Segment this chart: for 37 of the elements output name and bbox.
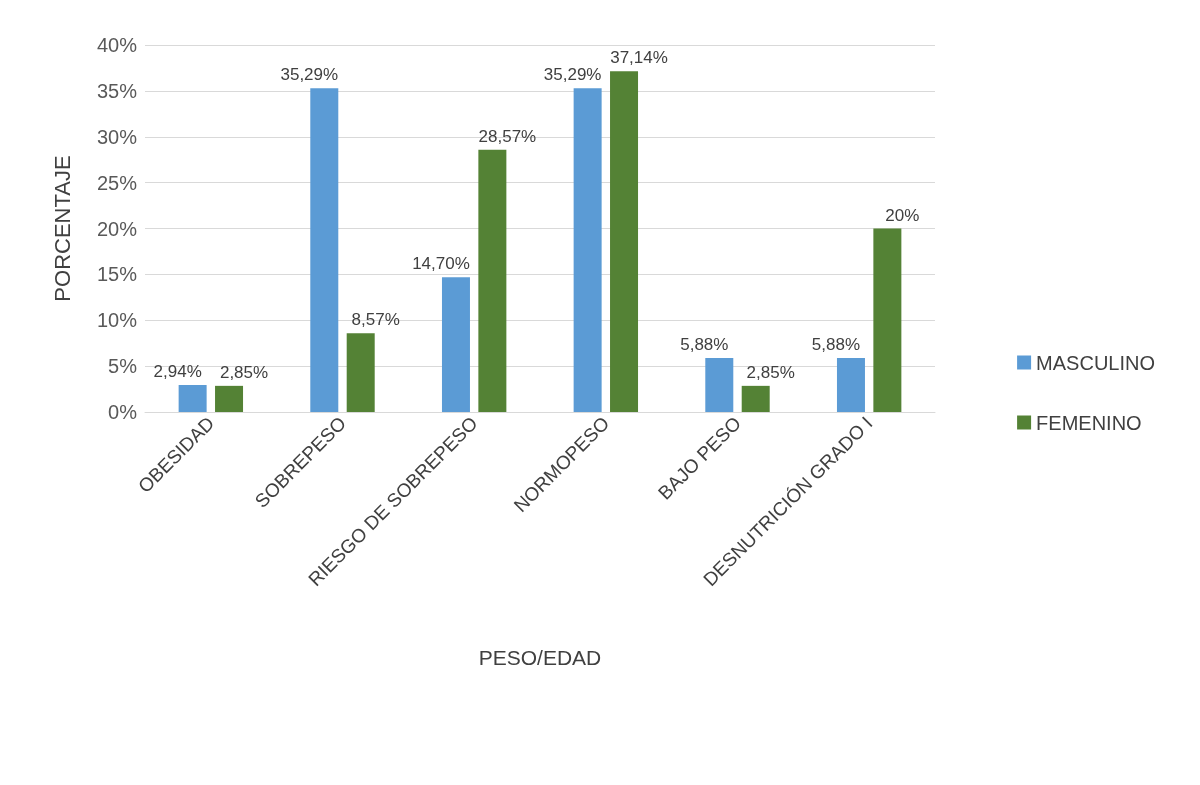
y-tick-label: 30% bbox=[96, 125, 138, 148]
y-tick-label: 5% bbox=[108, 355, 138, 378]
data-label: 5,88% bbox=[680, 335, 729, 355]
bar bbox=[573, 88, 602, 412]
bar bbox=[441, 277, 470, 412]
data-label: 37,14% bbox=[610, 48, 668, 68]
y-tick-label: 35% bbox=[96, 79, 138, 102]
bar bbox=[873, 228, 902, 412]
legend-label: FEMENINO bbox=[1036, 411, 1142, 434]
bar bbox=[836, 358, 865, 412]
y-tick-label: 25% bbox=[96, 171, 138, 194]
data-label: 14,70% bbox=[412, 254, 470, 274]
data-label: 35,29% bbox=[543, 65, 602, 85]
y-tick-label: 0% bbox=[108, 401, 138, 423]
bar bbox=[310, 88, 339, 412]
data-label: 2,85% bbox=[746, 362, 795, 382]
data-label: 8,57% bbox=[351, 310, 400, 330]
bar bbox=[215, 385, 244, 412]
data-label: 2,94% bbox=[153, 362, 202, 382]
bar bbox=[610, 71, 639, 412]
bar bbox=[478, 149, 507, 412]
data-label: 35,29% bbox=[280, 65, 339, 85]
bar bbox=[705, 358, 734, 412]
y-tick-label: 15% bbox=[96, 263, 138, 286]
bar bbox=[741, 385, 770, 412]
legend-label: MASCULINO bbox=[1036, 351, 1155, 374]
bar bbox=[346, 333, 375, 412]
x-axis-title: PESO/EDAD bbox=[478, 646, 602, 669]
data-label: 5,88% bbox=[811, 335, 861, 355]
bar bbox=[178, 385, 207, 412]
y-axis-title: PORCENTAJE bbox=[49, 155, 75, 302]
y-tick-label: 10% bbox=[96, 309, 138, 332]
y-tick-label: 40% bbox=[96, 34, 138, 56]
data-label: 2,85% bbox=[219, 362, 269, 382]
data-label: 20% bbox=[885, 205, 920, 225]
data-label: 28,57% bbox=[478, 126, 537, 146]
y-tick-label: 20% bbox=[96, 217, 138, 240]
